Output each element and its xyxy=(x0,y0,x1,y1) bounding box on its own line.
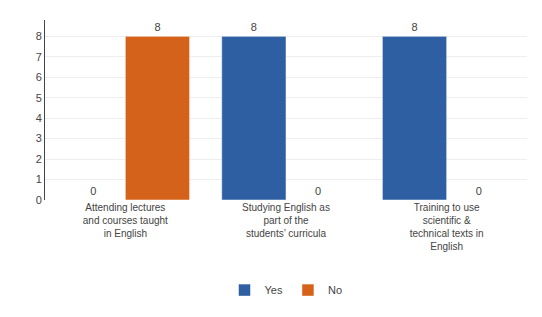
svg-text:7: 7 xyxy=(36,51,42,63)
svg-text:5: 5 xyxy=(36,92,42,104)
svg-text:Yes: Yes xyxy=(265,284,283,296)
svg-text:Studying English aspart of the: Studying English aspart of thestudents’ … xyxy=(242,202,330,239)
svg-text:1: 1 xyxy=(36,173,42,185)
svg-text:0: 0 xyxy=(36,194,42,206)
svg-text:2: 2 xyxy=(36,153,42,165)
svg-text:8: 8 xyxy=(36,30,42,42)
svg-text:Attending lecturesand courses: Attending lecturesand courses taughtin E… xyxy=(83,202,168,239)
svg-text:8: 8 xyxy=(251,21,257,33)
svg-text:No: No xyxy=(328,284,342,296)
svg-text:3: 3 xyxy=(36,132,42,144)
svg-text:4: 4 xyxy=(36,112,42,124)
svg-text:Training to usescientific &tec: Training to usescientific &technical tex… xyxy=(410,202,484,252)
svg-text:0: 0 xyxy=(90,185,96,197)
svg-text:6: 6 xyxy=(36,71,42,83)
svg-text:0: 0 xyxy=(315,185,321,197)
svg-text:8: 8 xyxy=(411,21,417,33)
svg-text:8: 8 xyxy=(154,21,160,33)
svg-text:0: 0 xyxy=(476,185,482,197)
